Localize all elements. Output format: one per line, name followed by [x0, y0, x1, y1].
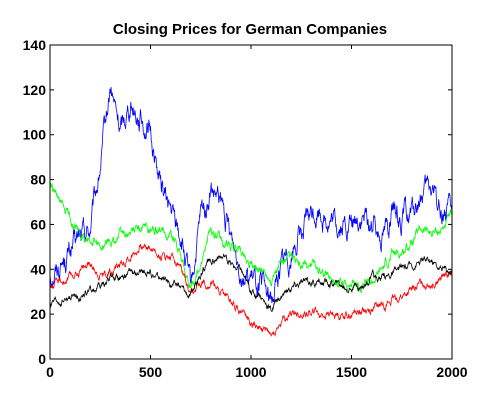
y-tick-label: 20 — [30, 306, 46, 322]
chart-title: Closing Prices for German Companies — [113, 21, 387, 38]
plot-series — [49, 87, 453, 338]
y-axis: 0 20 40 60 80 100 120 140 — [23, 37, 452, 367]
y-tick-label: 60 — [30, 216, 46, 232]
series-line-1 — [49, 182, 453, 294]
x-tick-label: 1500 — [336, 364, 367, 380]
x-axis: 0 500 1000 1500 2000 — [46, 45, 468, 380]
series-line-2 — [49, 243, 453, 338]
series-line-3 — [49, 253, 453, 312]
x-tick-label: 2000 — [436, 364, 467, 380]
x-tick-label: 0 — [46, 364, 54, 380]
y-tick-label: 40 — [30, 261, 46, 277]
y-tick-label: 100 — [23, 127, 47, 143]
y-tick-label: 80 — [30, 172, 46, 188]
x-tick-label: 500 — [139, 364, 163, 380]
y-tick-label: 140 — [23, 37, 47, 53]
y-tick-label: 120 — [23, 82, 47, 98]
x-tick-label: 1000 — [235, 364, 266, 380]
series-line-0 — [49, 87, 453, 304]
y-tick-label: 0 — [38, 351, 46, 367]
